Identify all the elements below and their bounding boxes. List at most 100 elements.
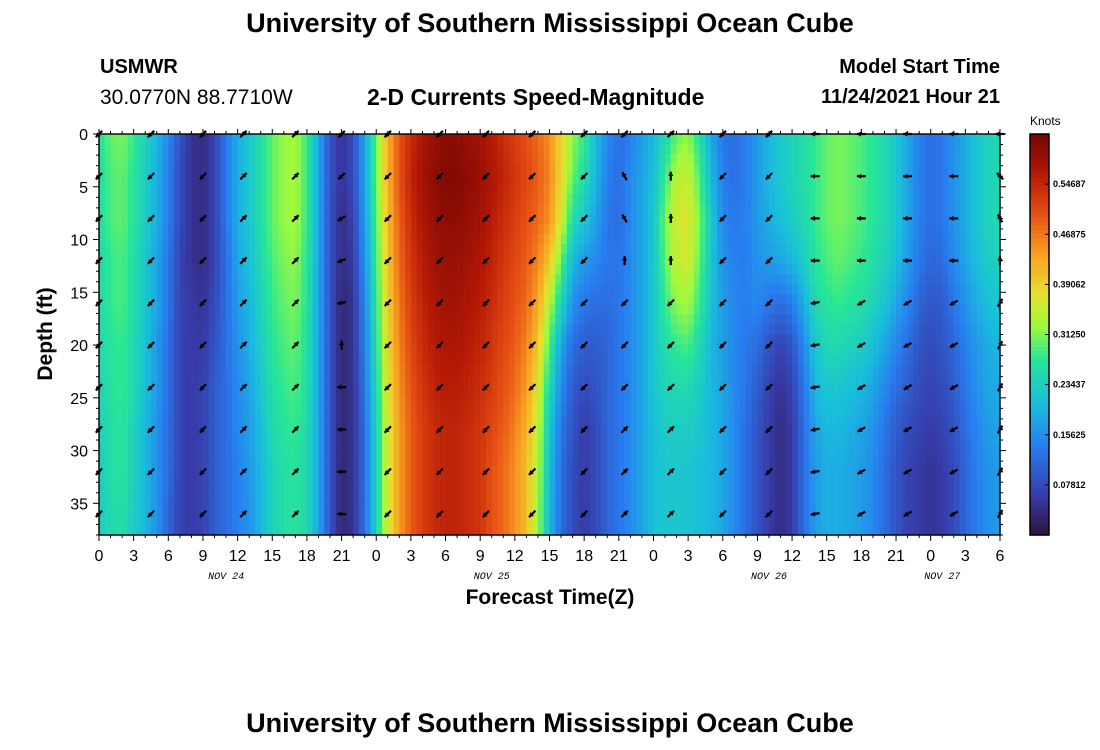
heatmap-cell — [693, 364, 701, 376]
heatmap-cell — [405, 244, 412, 255]
heatmap-cell — [555, 364, 562, 376]
heatmap-cell — [110, 134, 117, 145]
heatmap-cell — [410, 204, 418, 215]
heatmap-cell — [647, 514, 655, 526]
heatmap-cell — [618, 444, 626, 456]
heatmap-cell — [514, 134, 522, 145]
heatmap-cell — [399, 334, 406, 346]
heatmap-cell — [358, 394, 366, 406]
heatmap-cell — [410, 244, 418, 255]
heatmap-cell — [745, 464, 753, 476]
heatmap-cell — [509, 424, 516, 436]
heatmap-cell — [549, 444, 556, 456]
heatmap-cell — [393, 134, 400, 145]
heatmap-cell — [347, 464, 354, 476]
heatmap-cell — [474, 334, 481, 346]
heatmap-cell — [815, 144, 822, 155]
heatmap-cell — [139, 434, 146, 446]
heatmap-cell — [688, 404, 695, 416]
heatmap-cell — [330, 474, 337, 486]
heatmap-cell — [618, 404, 626, 416]
heatmap-cell — [578, 494, 585, 506]
heatmap-cell — [792, 184, 799, 195]
heatmap-cell — [659, 304, 666, 316]
heatmap-cell — [110, 244, 117, 255]
heatmap-cell — [410, 454, 418, 466]
heatmap-cell — [549, 384, 556, 396]
heatmap-cell — [197, 464, 204, 476]
heatmap-cell — [185, 434, 193, 446]
heatmap-cell — [740, 174, 747, 185]
heatmap-cell — [341, 194, 348, 205]
heatmap-cell — [624, 234, 631, 245]
heatmap-cell — [768, 494, 776, 506]
heatmap-cell — [382, 404, 389, 416]
heatmap-cell — [728, 294, 735, 306]
heatmap-cell — [382, 144, 389, 155]
heatmap-cell — [162, 324, 169, 336]
heatmap-cell — [740, 414, 747, 426]
heatmap-cell — [295, 504, 302, 516]
heatmap-cell — [734, 494, 741, 506]
heatmap-cell — [295, 444, 302, 456]
heatmap-cell — [179, 294, 187, 306]
heatmap-cell — [457, 244, 464, 255]
heatmap-cell — [462, 514, 470, 526]
heatmap-cell — [191, 154, 198, 165]
heatmap-cell — [266, 154, 273, 165]
heatmap-cell — [555, 314, 562, 326]
heatmap-cell — [266, 444, 273, 456]
heatmap-cell — [803, 354, 811, 366]
heatmap-cell — [174, 424, 181, 436]
heatmap-cell — [422, 164, 429, 175]
heatmap-cell — [335, 154, 343, 165]
heatmap-cell — [682, 484, 689, 496]
heatmap-cell — [127, 274, 135, 285]
heatmap-cell — [295, 364, 302, 376]
heatmap-cell — [514, 404, 522, 416]
heatmap-cell — [722, 134, 730, 145]
heatmap-cell — [416, 204, 424, 215]
heatmap-cell — [745, 294, 753, 306]
heatmap-cell — [422, 144, 429, 155]
heatmap-cell — [451, 394, 458, 406]
heatmap-cell — [122, 154, 129, 165]
heatmap-cell — [607, 144, 614, 155]
heatmap-cell — [150, 164, 158, 175]
heatmap-cell — [688, 364, 695, 376]
heatmap-cell — [682, 394, 689, 406]
heatmap-cell — [734, 294, 741, 306]
heatmap-cell — [682, 164, 689, 175]
heatmap-cell — [127, 444, 135, 456]
heatmap-cell — [168, 174, 175, 185]
heatmap-cell — [751, 404, 759, 416]
heatmap-cell — [110, 364, 117, 376]
heatmap-cell — [722, 394, 730, 406]
heatmap-cell — [358, 144, 366, 155]
heatmap-cell — [127, 354, 135, 366]
heatmap-cell — [561, 194, 568, 205]
heatmap-cell — [647, 334, 655, 346]
heatmap-cell — [688, 234, 695, 245]
heatmap-cell — [589, 464, 597, 476]
heatmap-cell — [803, 154, 811, 165]
heatmap-cell — [768, 134, 776, 145]
heatmap-cell — [630, 514, 637, 526]
heatmap-cell — [139, 424, 146, 436]
heatmap-cell — [786, 464, 793, 476]
heatmap-cell — [768, 364, 776, 376]
heatmap-cell — [728, 404, 735, 416]
heatmap-cell — [751, 384, 759, 396]
heatmap-cell — [641, 434, 649, 446]
heatmap-cell — [399, 344, 406, 356]
heatmap-cell — [451, 384, 458, 396]
heatmap-cell — [474, 444, 481, 456]
heatmap-cell — [607, 314, 614, 326]
heatmap-cell — [353, 484, 360, 496]
heatmap-cell — [405, 314, 412, 326]
heatmap-cell — [734, 374, 741, 386]
heatmap-cell — [589, 494, 597, 506]
heatmap-cell — [451, 424, 458, 436]
heatmap-cell — [815, 234, 822, 245]
heatmap-cell — [589, 194, 597, 205]
